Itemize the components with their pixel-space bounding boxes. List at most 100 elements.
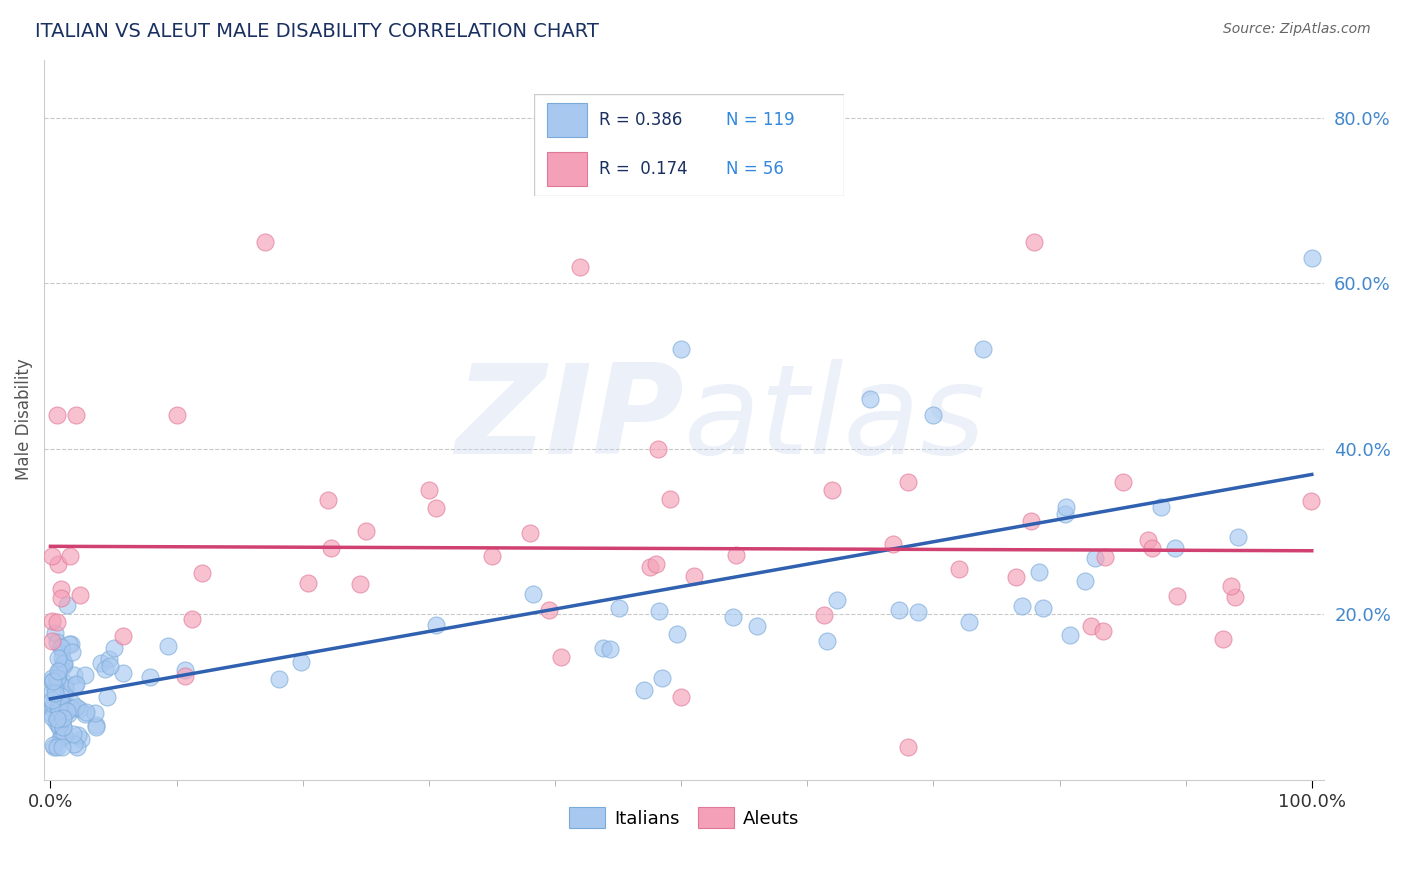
Text: N = 119: N = 119 <box>725 111 794 128</box>
Point <box>51 696 73 710</box>
Point <box>53 728 76 742</box>
Point <box>957 615 980 630</box>
Point <box>41 710 63 724</box>
Point <box>550 650 572 665</box>
Point <box>84 717 107 731</box>
Point <box>62 668 84 682</box>
Point <box>897 475 920 489</box>
Point <box>41 671 63 685</box>
Point <box>69 588 91 602</box>
Point <box>51 739 73 754</box>
Point <box>538 603 561 617</box>
Point <box>59 701 82 715</box>
Point <box>42 697 65 711</box>
Point <box>48 703 70 717</box>
Point <box>45 714 67 729</box>
Point <box>139 670 162 684</box>
Point <box>46 671 69 685</box>
Point <box>321 541 343 555</box>
Point <box>669 343 692 357</box>
Point <box>51 720 73 734</box>
Point <box>58 637 80 651</box>
Text: R = 0.386: R = 0.386 <box>599 111 682 128</box>
Text: N = 56: N = 56 <box>725 160 785 178</box>
Point <box>56 706 79 721</box>
Point <box>1299 494 1322 508</box>
Point <box>1150 500 1173 514</box>
Point <box>90 656 112 670</box>
Point <box>267 672 290 686</box>
Point <box>55 599 77 613</box>
Point <box>70 731 93 746</box>
Point <box>723 610 745 624</box>
Point <box>1024 235 1046 249</box>
Point <box>41 673 63 688</box>
Point <box>51 729 73 743</box>
Point <box>49 731 72 746</box>
Point <box>1074 574 1097 588</box>
Point <box>1080 619 1102 633</box>
Point <box>166 409 188 423</box>
Point <box>41 634 63 648</box>
FancyBboxPatch shape <box>547 103 586 136</box>
Point <box>290 655 312 669</box>
Point <box>569 260 592 274</box>
Point <box>52 720 75 734</box>
Point <box>651 671 673 685</box>
Point <box>733 177 755 191</box>
Point <box>48 664 70 678</box>
Point <box>522 587 544 601</box>
Point <box>49 591 72 605</box>
Point <box>52 706 75 720</box>
Point <box>638 559 661 574</box>
Point <box>181 612 204 626</box>
Point <box>349 577 371 591</box>
Point <box>42 738 65 752</box>
Point <box>48 696 70 710</box>
Point <box>658 492 681 507</box>
Point <box>52 711 75 725</box>
Point <box>157 639 180 653</box>
Point <box>599 641 621 656</box>
Point <box>48 720 70 734</box>
Point <box>745 618 768 632</box>
Point <box>46 739 69 754</box>
Point <box>191 566 214 580</box>
Y-axis label: Male Disability: Male Disability <box>15 359 32 481</box>
Point <box>1140 541 1163 555</box>
Point <box>633 682 655 697</box>
Point <box>44 682 66 697</box>
Point <box>1137 533 1160 548</box>
Point <box>354 524 377 539</box>
Point <box>882 537 904 551</box>
Point <box>62 727 84 741</box>
Point <box>1092 624 1115 639</box>
Point <box>60 645 83 659</box>
Point <box>1111 475 1133 489</box>
Point <box>647 604 669 618</box>
Point <box>1164 541 1187 555</box>
Point <box>887 603 910 617</box>
Point <box>41 549 63 563</box>
Point <box>948 562 970 576</box>
Point <box>725 548 748 562</box>
Point <box>897 739 920 754</box>
Point <box>173 663 195 677</box>
Point <box>907 605 929 619</box>
Point <box>45 635 67 649</box>
Point <box>103 640 125 655</box>
Point <box>519 525 541 540</box>
Point <box>1166 589 1188 603</box>
Point <box>60 696 83 710</box>
Point <box>66 739 89 754</box>
Point <box>46 664 69 678</box>
Point <box>922 409 945 423</box>
Point <box>111 629 134 643</box>
Point <box>647 442 669 456</box>
Point <box>46 699 69 714</box>
Point <box>53 656 76 670</box>
Point <box>53 675 76 690</box>
Point <box>84 706 107 720</box>
Point <box>96 690 118 704</box>
Point <box>1032 601 1054 615</box>
